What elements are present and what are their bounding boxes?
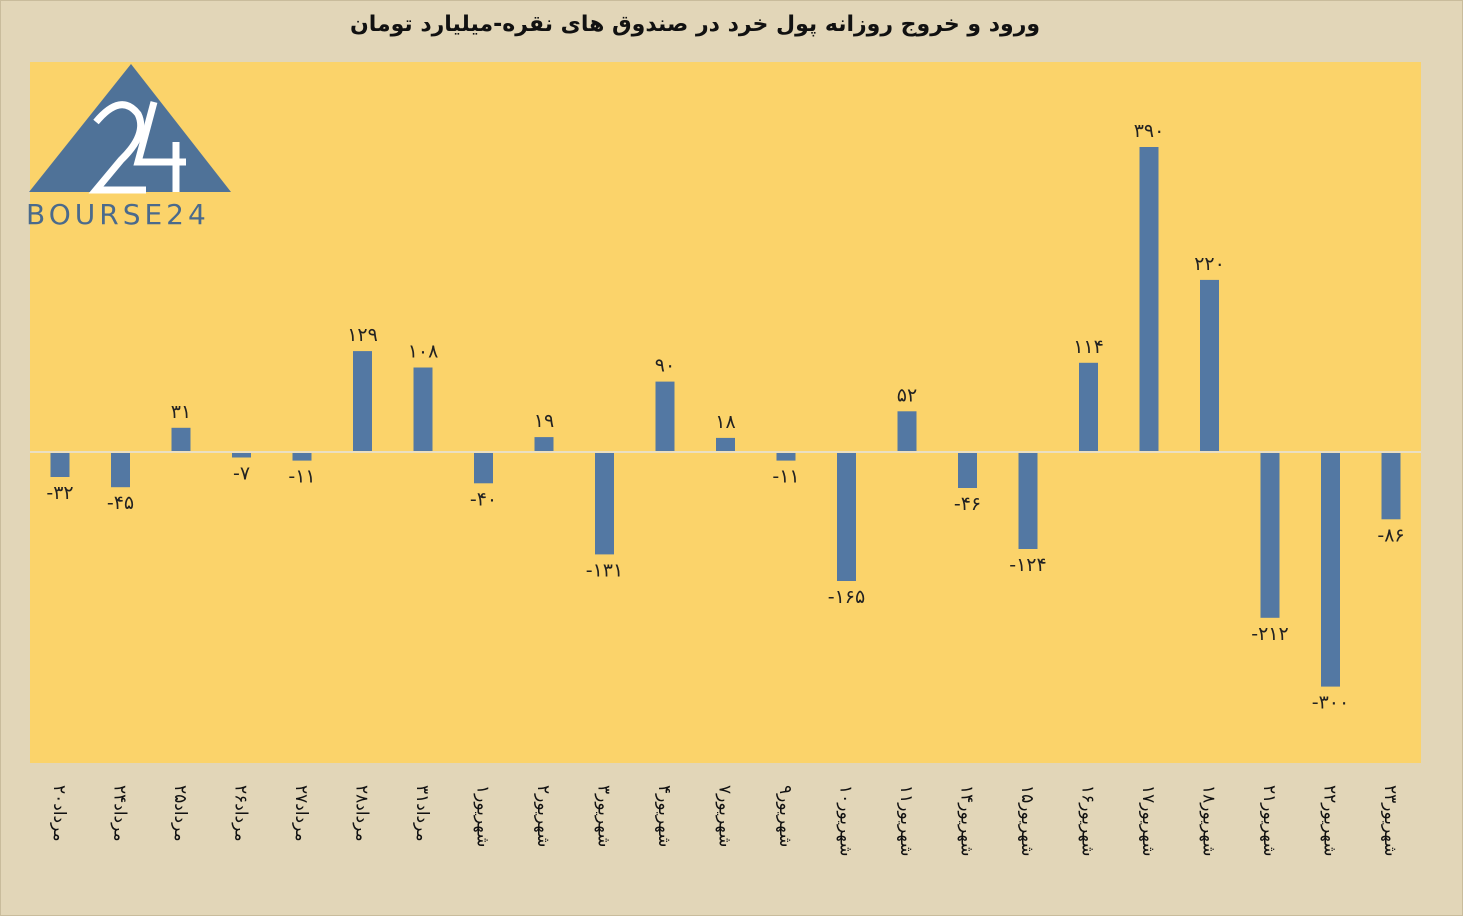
data-label: ۱۹ [534,410,554,432]
bar [1018,452,1038,549]
category-tick-label: ۱۸شهریور [1199,785,1219,856]
bar [292,452,312,461]
category-tick-label: ۲۵مرداد [170,785,190,842]
bar [655,381,675,452]
category-tick-label: ۱۶شهریور [1078,785,1098,856]
data-label: -۳۰۰ [1312,692,1349,714]
data-labels-group: -۳۲ -۴۵ ۳۱ -۷ -۱۱ ۱۲۹ ۱۰۸ -۴۰ ۱۹ -۱۳۱ ۹۰ ۱۸ -۱۱ -۱۶۵ ۵… [46,120,1404,714]
category-tick-label: ۴شهریور [654,785,674,847]
category-tick-label: ۲۴مرداد [110,785,130,842]
bar [1321,452,1340,687]
category-tick-label: ۳شهریور [594,785,614,847]
bar [111,452,130,488]
data-label: -۴۵ [107,492,134,514]
data-label: -۱۱ [772,466,799,488]
category-tick-label: ۳۱مرداد [412,785,432,842]
data-label: ۳۹۰ [1134,120,1165,142]
bars-group [50,147,1401,687]
category-labels-group: ۲۰مرداد ۲۴مرداد ۲۵مرداد ۲۶مرداد ۲۷مرداد ۲۸مرد… [49,785,1400,856]
data-label: -۳۲ [46,482,73,504]
data-label: -۱۳۱ [586,559,623,581]
bar [1079,362,1098,452]
category-tick-label: ۷شهریور [715,785,735,847]
category-tick-label: ۱۵شهریور [1017,785,1037,856]
data-label: ۲۲۰ [1194,253,1225,275]
category-tick-label: ۱۰شهریور [836,785,856,856]
bar [897,411,917,452]
data-label: ۳۱ [171,401,191,423]
data-label: -۷ [233,463,250,485]
category-tick-label: ۲۷مرداد [291,785,311,842]
category-tick-label: ۱۷شهریور [1138,785,1158,856]
data-label: -۲۱۲ [1251,623,1288,645]
bar [413,367,433,452]
bar [595,452,614,555]
bar [171,427,191,452]
logo-text: BOURSE24 [26,198,210,231]
data-label: -۱۱ [288,466,315,488]
plot-area [30,62,1421,763]
data-label: ۱۰۸ [408,341,439,363]
data-label: ۱۱۴ [1073,336,1104,358]
category-tick-label: ۲شهریور [533,785,553,847]
bar [716,437,735,452]
category-tick-label: ۱۱شهریور [896,785,916,856]
category-tick-label: ۱۴شهریور [957,785,977,856]
category-tick-label: ۹شهریور [775,785,795,847]
bourse24-logo-icon [29,64,231,194]
data-label: -۸۶ [1377,524,1404,546]
data-label: -۱۶۵ [828,586,865,608]
bar [1139,147,1159,452]
data-label: ۱۲۹ [347,324,378,346]
category-tick-label: ۲۳شهریور [1380,785,1400,856]
category-tick-label: ۲۶مرداد [231,785,251,842]
category-tick-label: ۲۱شهریور [1259,785,1279,856]
category-tick-label: ۲۰مرداد [49,785,69,842]
data-label: -۴۶ [954,493,981,515]
bar [50,452,70,477]
bar [232,452,251,458]
bar [837,452,856,581]
data-label: -۱۲۴ [1009,554,1046,576]
bar [1200,279,1219,452]
category-tick-label: ۲۸مرداد [352,785,372,842]
bar [958,452,977,488]
data-label: -۴۰ [470,488,497,510]
bar [353,351,372,452]
bar [1260,452,1280,618]
bar [474,452,493,484]
bar [534,437,554,452]
bar [1381,452,1401,520]
category-tick-label: ۱شهریور [473,785,493,847]
chart-title: ورود و خروج روزانه پول خرد در صندوق های … [349,12,1041,37]
category-tick-label: ۲۲شهریور [1320,785,1340,856]
data-label: ۵۲ [897,384,917,406]
data-label: ۱۸ [715,411,735,433]
bar [776,452,796,461]
data-label: ۹۰ [655,355,675,377]
